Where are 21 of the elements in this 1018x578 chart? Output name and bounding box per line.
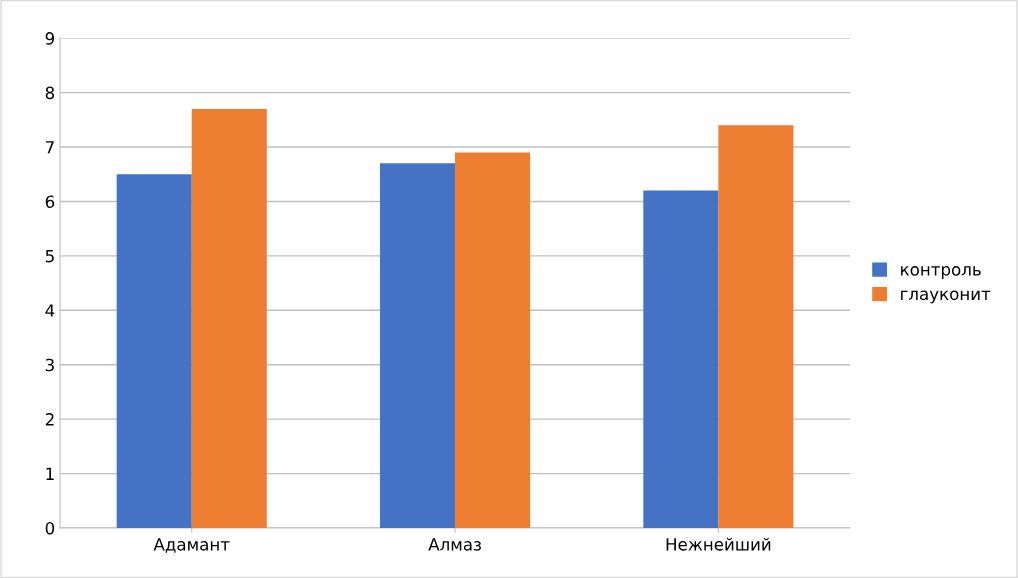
y-tick-label: 2 (45, 413, 54, 426)
y-tick-label: 3 (45, 358, 54, 372)
y-tick-label: 8 (45, 86, 55, 100)
x-tick-label: Адамант (153, 538, 230, 553)
bar (116, 174, 192, 528)
y-tick-label: 1 (46, 467, 54, 480)
bar (718, 125, 794, 528)
y-tick-label: 6 (45, 195, 55, 208)
y-tick-label: 0 (45, 521, 55, 535)
y-tick-label: 7 (45, 141, 54, 154)
x-tick-label: Нежнейший (666, 537, 771, 551)
bar (643, 190, 719, 528)
y-tick-label: 9 (45, 32, 55, 45)
y-tick-label: 4 (45, 304, 55, 317)
legend-label: контроль (901, 266, 981, 279)
bar (191, 108, 267, 528)
y-tick-label: 5 (45, 250, 54, 263)
bar (455, 152, 531, 528)
bar (380, 163, 456, 528)
legend-label: глауконит (901, 290, 991, 304)
x-tick-label: Алмаз (428, 538, 481, 551)
